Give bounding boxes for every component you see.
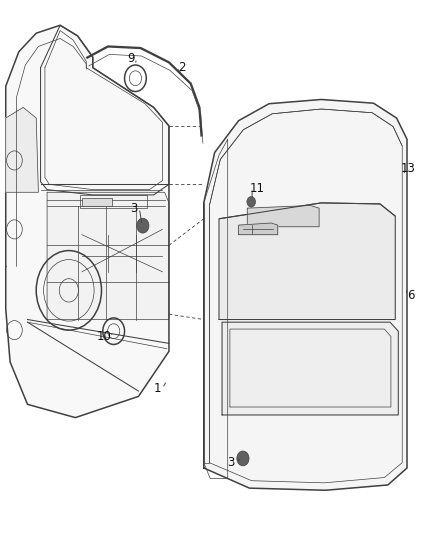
Text: 1: 1 <box>153 382 161 395</box>
Text: 10: 10 <box>97 330 112 343</box>
Circle shape <box>137 218 149 233</box>
Polygon shape <box>6 108 39 192</box>
Text: 13: 13 <box>401 162 416 175</box>
Polygon shape <box>239 223 278 235</box>
Polygon shape <box>222 322 398 415</box>
Circle shape <box>247 197 255 207</box>
Polygon shape <box>47 192 169 319</box>
Bar <box>82 198 113 206</box>
Polygon shape <box>219 203 395 319</box>
Text: 3: 3 <box>131 201 138 215</box>
Polygon shape <box>247 206 319 227</box>
Circle shape <box>237 451 249 466</box>
Text: 6: 6 <box>408 289 415 302</box>
Text: 3: 3 <box>227 456 234 469</box>
Bar <box>80 195 147 208</box>
Text: 9: 9 <box>127 52 135 64</box>
Polygon shape <box>6 25 169 418</box>
Polygon shape <box>204 100 407 490</box>
Text: 11: 11 <box>250 182 265 195</box>
Text: 2: 2 <box>178 61 186 74</box>
